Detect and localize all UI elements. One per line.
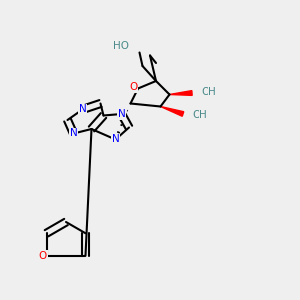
- Text: OH: OH: [192, 110, 208, 120]
- Text: O: O: [39, 251, 47, 261]
- Text: N: N: [118, 109, 125, 119]
- Text: OH: OH: [201, 87, 217, 97]
- Text: H: H: [208, 87, 216, 97]
- Text: N: N: [79, 104, 86, 115]
- Polygon shape: [169, 91, 192, 95]
- Text: N: N: [112, 134, 119, 145]
- Text: O: O: [129, 82, 138, 92]
- Text: H: H: [200, 110, 207, 120]
- Text: N: N: [70, 128, 77, 139]
- Text: HO: HO: [113, 41, 129, 52]
- Polygon shape: [160, 106, 184, 116]
